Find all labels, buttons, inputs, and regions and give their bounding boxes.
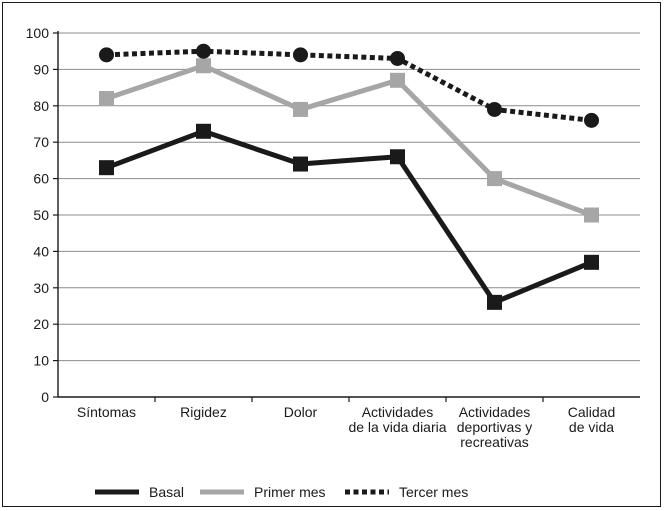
x-tick-label-line: Dolor — [284, 404, 318, 420]
point-0-5 — [584, 254, 599, 270]
point-0-1 — [196, 123, 211, 139]
y-tick-label-100: 100 — [26, 25, 50, 41]
legend-label-1: Primer mes — [254, 484, 326, 500]
point-1-4 — [487, 171, 502, 187]
x-tick-label-line: Calidad — [568, 404, 615, 420]
y-tick-label-50: 50 — [33, 207, 49, 223]
x-tick-label-2: Dolor — [284, 404, 318, 420]
x-tick-label-line: de vida — [569, 419, 614, 435]
x-tick-label-4: Actividades deportivas y recreativas — [457, 404, 532, 450]
y-tick-label-0: 0 — [41, 389, 49, 405]
point-1-1 — [196, 58, 211, 74]
point-2-3 — [390, 50, 405, 66]
y-axis-ticks: 0 10 20 30 40 50 60 70 80 90 100 — [26, 25, 58, 405]
point-2-1 — [196, 43, 211, 59]
point-0-3 — [390, 149, 405, 165]
series-line-1 — [105, 63, 593, 218]
series-lines — [99, 43, 599, 310]
series-line-2 — [106, 48, 592, 123]
point-1-0 — [99, 91, 114, 107]
gridlines — [58, 32, 640, 362]
x-tick-label-line: Rigidez — [180, 404, 227, 420]
point-1-2 — [293, 101, 308, 117]
y-tick-label-10: 10 — [33, 353, 49, 369]
point-2-2 — [293, 47, 308, 63]
series-line-0 — [105, 128, 593, 305]
point-0-2 — [293, 156, 308, 172]
x-tick-label-3: Actividades de la vida diaria — [348, 404, 446, 435]
y-tick-label-30: 30 — [33, 280, 49, 296]
point-1-5 — [584, 207, 599, 223]
y-tick-label-70: 70 — [33, 134, 49, 150]
legend: Basal Primer mes Tercer mes — [95, 484, 468, 500]
x-tick-label-5: Calidad de vida — [568, 404, 615, 435]
point-0-0 — [99, 160, 114, 176]
x-tick-label-line: Síntomas — [77, 404, 136, 420]
y-tick-label-20: 20 — [33, 316, 49, 332]
axes — [57, 31, 640, 402]
x-tick-label-line: de la vida diaria — [348, 419, 446, 435]
x-tick-label-line: recreativas — [460, 434, 528, 450]
legend-label-2: Tercer mes — [399, 484, 468, 500]
y-tick-label-60: 60 — [33, 171, 49, 187]
y-tick-label-40: 40 — [33, 243, 49, 259]
x-tick-label-0: Síntomas — [77, 404, 136, 420]
x-tick-label-line: deportivas y — [457, 419, 532, 435]
point-2-0 — [99, 47, 114, 63]
x-tick-label-1: Rigidez — [180, 404, 227, 420]
point-0-4 — [487, 294, 502, 310]
y-tick-label-80: 80 — [33, 98, 49, 114]
x-axis-labels: Síntomas Rigidez Dolor Actividades de la vid… — [77, 404, 615, 450]
point-1-3 — [390, 72, 405, 88]
y-tick-label-90: 90 — [33, 61, 49, 77]
x-tick-label-line: Actividades — [459, 404, 531, 420]
x-tick-label-line: Actividades — [362, 404, 434, 420]
point-2-4 — [487, 101, 502, 117]
chart-frame — [2, 2, 661, 507]
legend-label-0: Basal — [149, 484, 184, 500]
point-2-5 — [584, 112, 599, 128]
